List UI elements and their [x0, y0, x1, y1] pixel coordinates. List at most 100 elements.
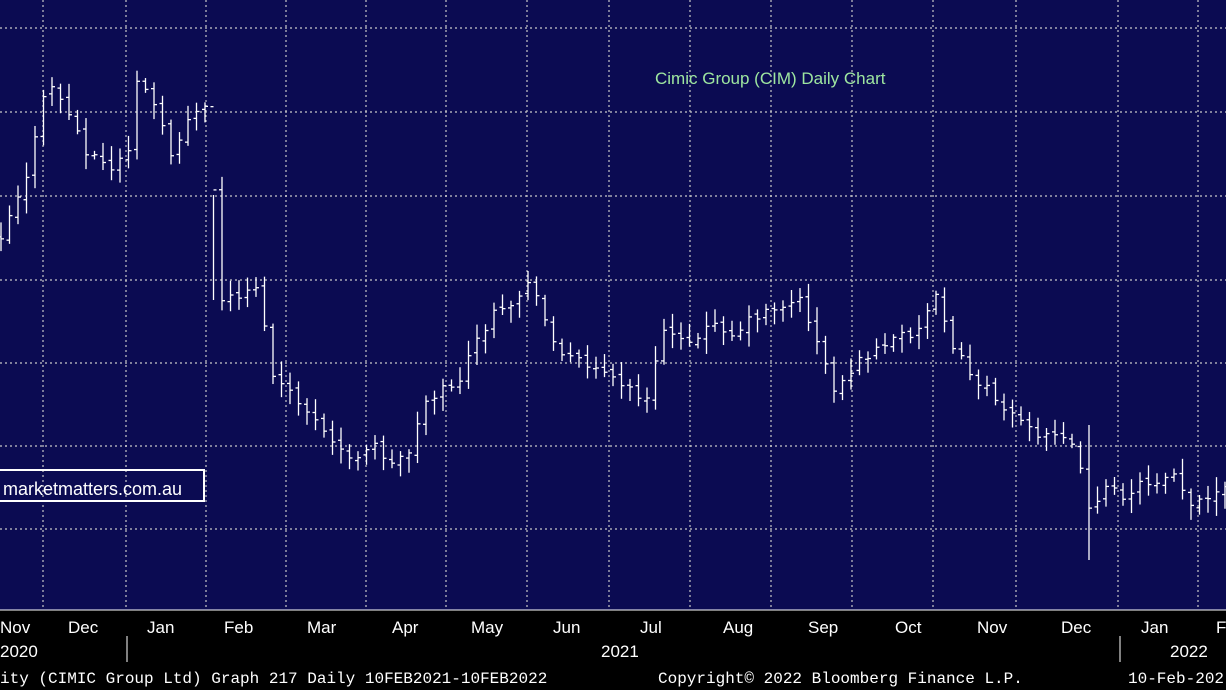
price-bar	[270, 323, 276, 385]
price-bar	[950, 316, 956, 354]
price-bar	[635, 374, 642, 407]
x-tick-label: Apr	[392, 618, 419, 637]
price-bar	[108, 146, 115, 181]
price-bar	[355, 451, 361, 471]
price-bar	[839, 375, 846, 401]
price-bar	[278, 361, 285, 398]
price-bar	[346, 444, 353, 470]
price-bar	[958, 342, 965, 360]
price-bar	[338, 427, 344, 464]
price-bar	[482, 324, 489, 354]
price-bar	[219, 176, 225, 311]
price-bar	[1009, 399, 1016, 428]
watermark-text: marketmatters.com.au	[3, 479, 182, 499]
x-tick-label: May	[471, 618, 504, 637]
price-bar	[1137, 472, 1143, 505]
watermark-box: marketmatters.com.au	[0, 469, 205, 502]
price-bar	[967, 344, 973, 381]
price-bar	[941, 287, 948, 333]
price-bar	[601, 354, 608, 378]
price-bar	[1213, 477, 1220, 516]
price-bar	[1188, 488, 1194, 520]
price-bar	[23, 162, 30, 214]
price-bar	[695, 332, 701, 349]
price-bar	[899, 324, 905, 353]
price-bar	[1179, 458, 1186, 500]
price-bar	[729, 320, 735, 341]
footer-date: 10-Feb-202	[1128, 670, 1224, 688]
price-bar	[610, 363, 616, 387]
price-bar	[627, 378, 633, 402]
price-bar	[406, 449, 412, 473]
price-bar	[550, 316, 557, 351]
price-bar	[533, 276, 540, 306]
price-bar	[831, 356, 837, 403]
price-bar	[1145, 465, 1152, 496]
price-bar	[737, 321, 744, 341]
price-bar	[474, 324, 480, 366]
price-bar	[1043, 427, 1050, 451]
x-tick-label: Jun	[553, 618, 580, 637]
price-bar	[652, 346, 659, 410]
price-bar	[882, 333, 888, 354]
price-bar	[423, 395, 429, 436]
price-bar	[1069, 433, 1075, 449]
price-bar	[1094, 486, 1101, 514]
price-bar	[567, 342, 574, 363]
price-bar	[457, 367, 463, 395]
year-label-2021: 2021	[601, 642, 639, 661]
price-bar	[975, 369, 982, 400]
price-bar	[168, 119, 174, 165]
price-bar	[984, 375, 990, 397]
price-bar	[1171, 468, 1177, 482]
price-bar	[312, 399, 319, 431]
x-tick-label: Sep	[808, 618, 838, 637]
x-tick-label: Feb	[224, 618, 253, 637]
price-bar	[321, 413, 327, 438]
price-bar	[890, 334, 897, 352]
price-bar	[1205, 485, 1211, 513]
price-bar	[1026, 411, 1033, 442]
price-bar	[499, 294, 506, 315]
price-bar	[1128, 479, 1135, 514]
x-tick-label: Nov	[977, 618, 1008, 637]
price-bar	[1154, 473, 1160, 494]
axis-background	[0, 610, 1226, 690]
price-bar	[771, 302, 778, 325]
price-bar	[618, 362, 625, 399]
price-bar	[848, 358, 854, 390]
footer-copyright: Copyright© 2022 Bloomberg Finance L.P.	[658, 670, 1023, 688]
price-bar	[440, 378, 446, 411]
price-bar	[253, 277, 259, 297]
price-bar	[83, 118, 89, 170]
price-bar	[865, 351, 871, 373]
x-tick-label: Dec	[1061, 618, 1092, 637]
price-bar	[822, 335, 829, 374]
price-bar	[380, 435, 387, 471]
price-bar	[678, 322, 684, 350]
price-bar	[1035, 417, 1041, 445]
price-bar	[746, 305, 752, 347]
price-bar	[788, 290, 795, 318]
price-bar	[6, 205, 13, 244]
price-bar	[32, 125, 38, 189]
price-bar	[593, 356, 599, 379]
price-bar	[542, 294, 548, 327]
price-bar	[389, 449, 395, 469]
price-bar	[372, 435, 378, 460]
price-bar	[669, 313, 676, 349]
x-tick-label: Jan	[1141, 618, 1168, 637]
x-tick-label: F	[1216, 618, 1226, 637]
price-bar	[66, 83, 72, 120]
price-bar	[134, 70, 140, 160]
x-tick-label: Aug	[723, 618, 753, 637]
footer-security-info: ity (CIMIC Group Ltd) Graph 217 Daily 10…	[0, 670, 547, 688]
price-bar	[856, 350, 863, 376]
x-axis-ticks: Nov Dec Jan Feb Mar Apr May Jun Jul Aug Sep Oct Nov D…	[0, 618, 1226, 637]
price-bar	[1111, 477, 1118, 495]
price-bar	[516, 290, 523, 318]
price-bar	[703, 311, 710, 354]
year-label-2020: 2020	[0, 642, 38, 661]
price-bar	[644, 387, 650, 413]
